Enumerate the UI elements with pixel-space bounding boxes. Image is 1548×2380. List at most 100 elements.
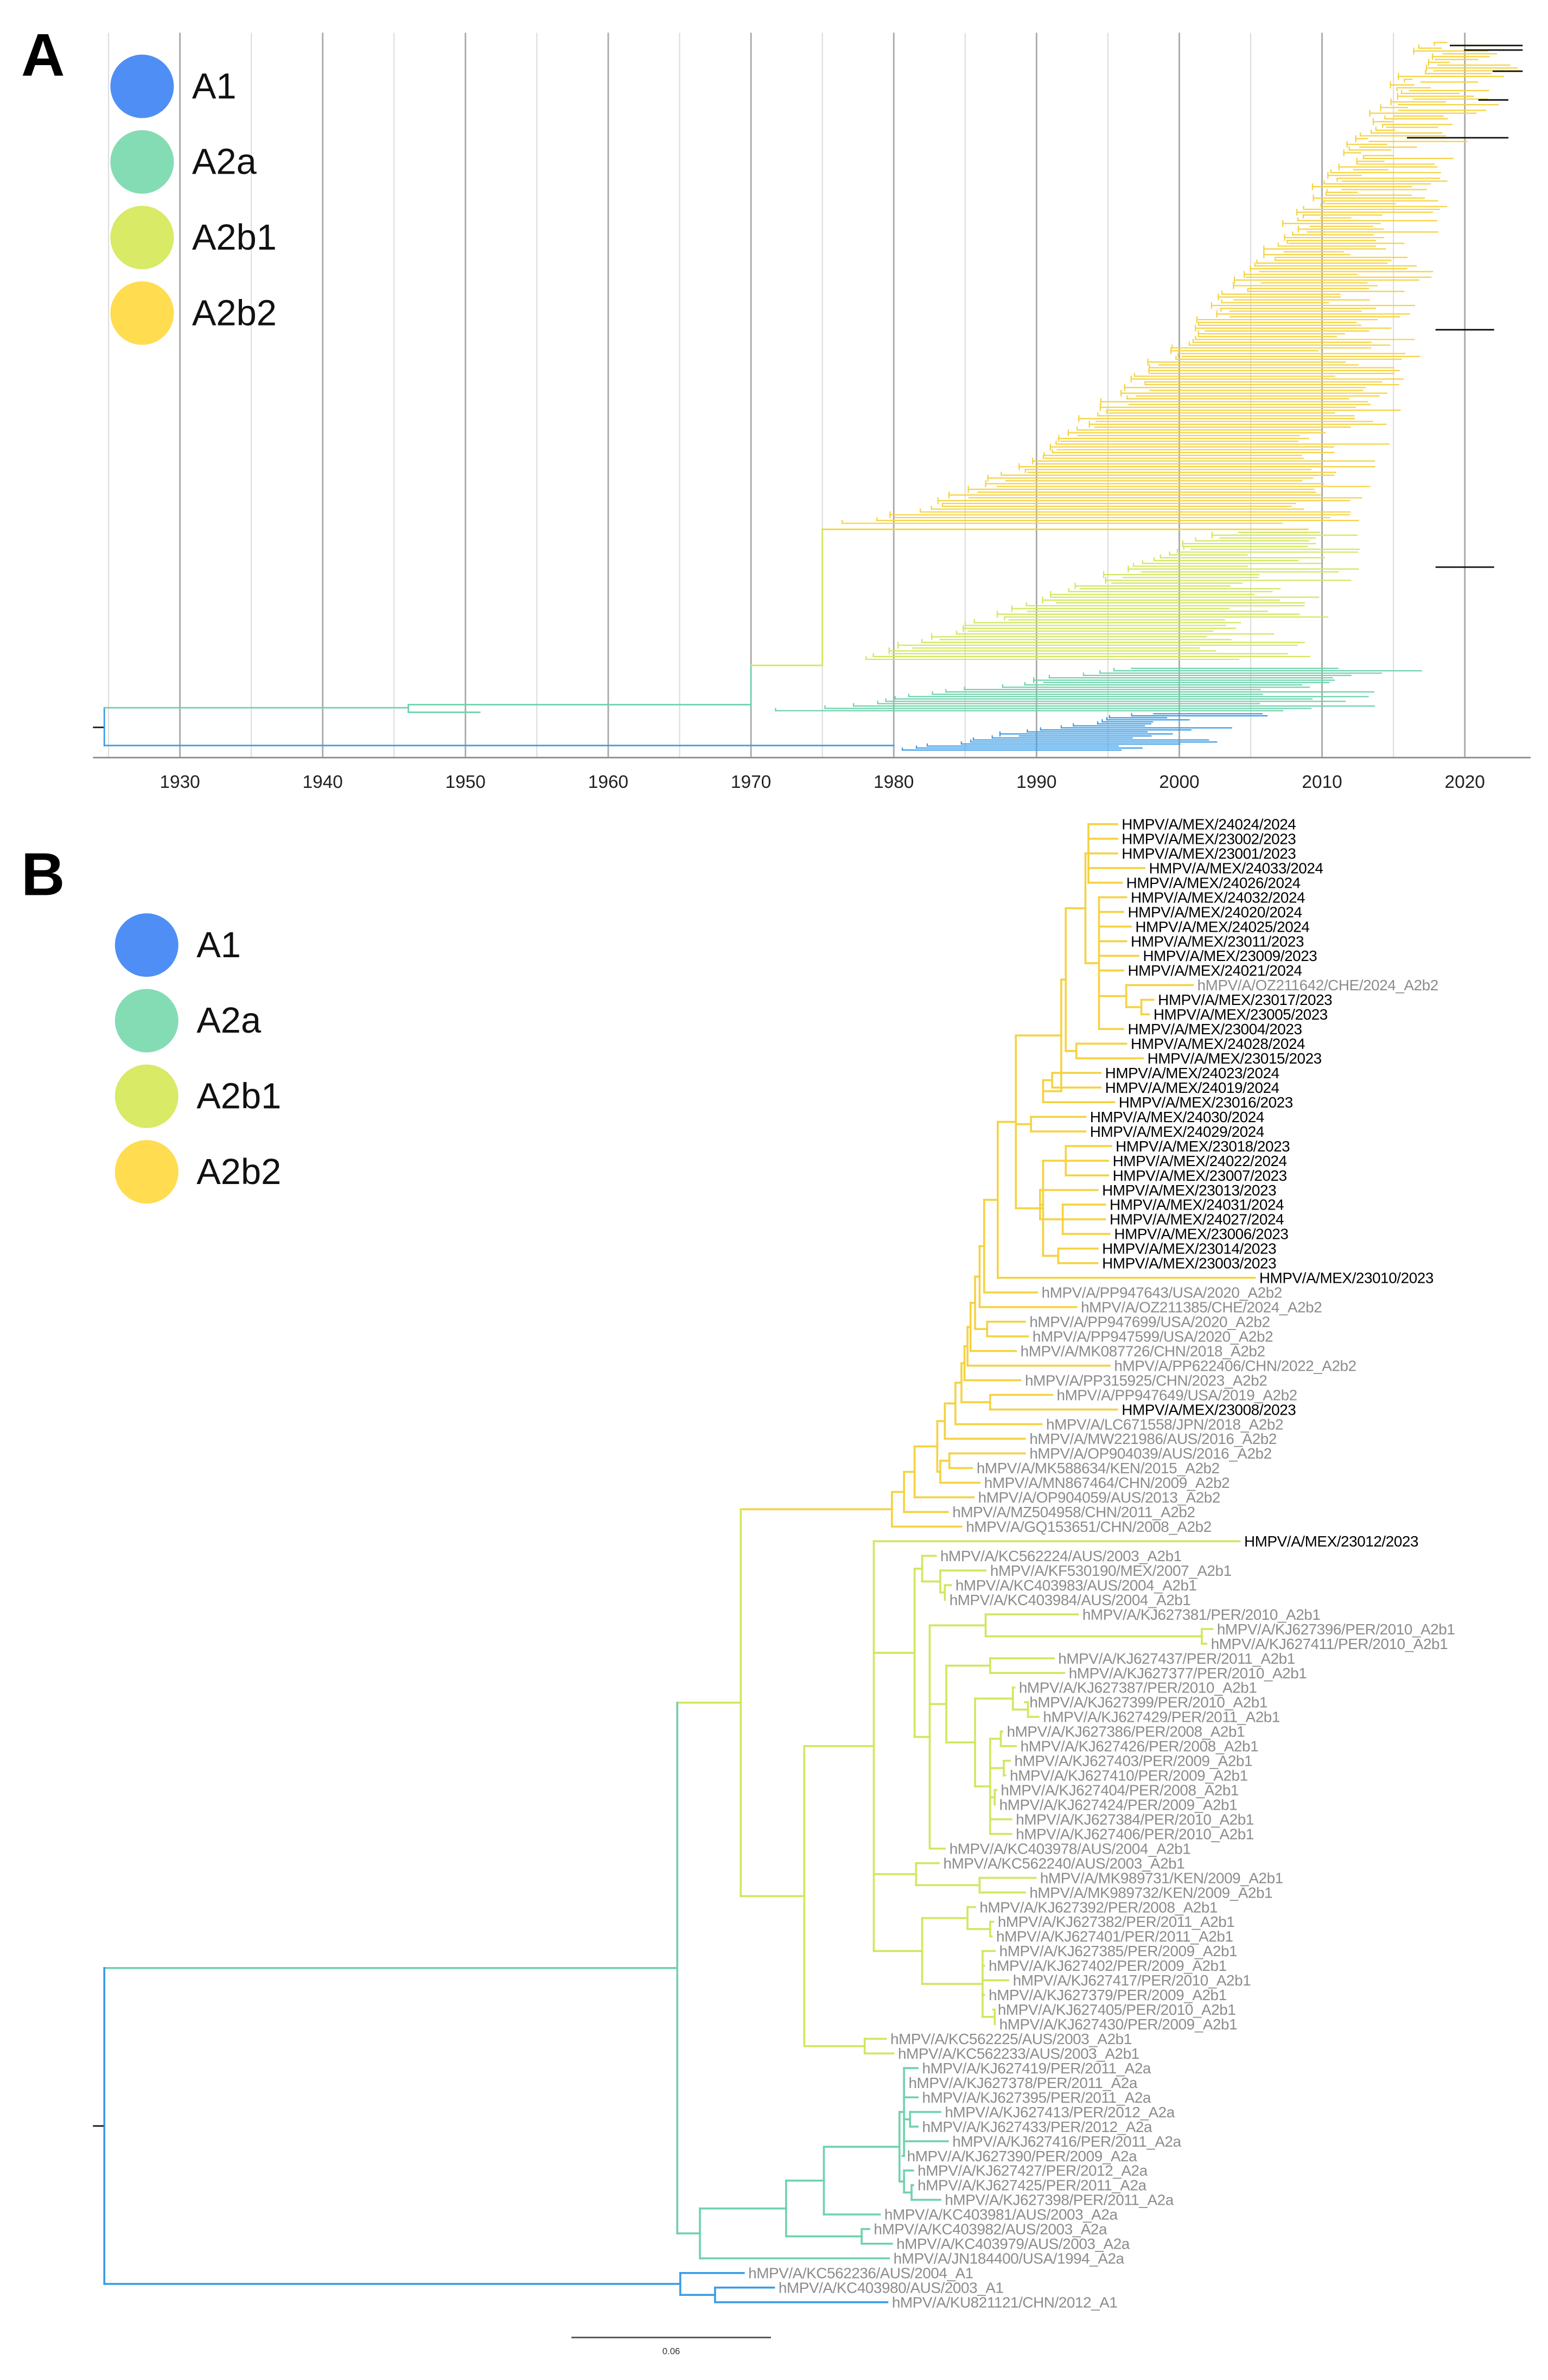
reference-sequence-label: hMPV/A/KJ627425/PER/2011_A2a xyxy=(918,2177,1146,2194)
reference-sequence-label: hMPV/A/KJ627377/PER/2010_A2b1 xyxy=(1069,1665,1307,1682)
reference-sequence-label: hMPV/A/PP947649/USA/2019_A2b2 xyxy=(1057,1386,1297,1403)
reference-sequence-label: hMPV/A/KF530190/MEX/2007_A2b1 xyxy=(990,1562,1232,1579)
scale-bar-label: 0.06 xyxy=(662,2346,680,2356)
reference-sequence-label: hMPV/A/KJ627430/PER/2009_A2b1 xyxy=(999,2016,1238,2033)
reference-sequence-label: hMPV/A/PP947699/USA/2020_A2b2 xyxy=(1029,1313,1270,1330)
axis-tick-label: 2020 xyxy=(1445,772,1485,792)
reference-sequence-label: hMPV/A/OZ211385/CHE/2024_A2b2 xyxy=(1081,1299,1322,1316)
reference-sequence-label: hMPV/A/KC562240/AUS/2003_A2b1 xyxy=(944,1855,1185,1872)
query-sequence-label: HMPV/A/MEX/23003/2023 xyxy=(1102,1255,1276,1272)
query-sequence-label: HMPV/A/MEX/23017/2023 xyxy=(1158,991,1332,1008)
query-sequence-label: HMPV/A/MEX/23015/2023 xyxy=(1148,1050,1322,1067)
query-sequence-label: HMPV/A/MEX/23008/2023 xyxy=(1122,1401,1296,1418)
reference-sequence-label: hMPV/A/KJ627411/PER/2010_A2b1 xyxy=(1211,1636,1448,1652)
reference-sequence-label: hMPV/A/KJ627385/PER/2009_A2b1 xyxy=(999,1943,1238,1959)
scale-bar: 0.06 xyxy=(571,2337,771,2356)
reference-sequence-label: hMPV/A/GQ153651/CHN/2008_A2b2 xyxy=(966,1518,1212,1535)
reference-sequence-label: hMPV/A/MW221986/AUS/2016_A2b2 xyxy=(1029,1430,1277,1447)
reference-sequence-label: hMPV/A/MK588634/KEN/2015_A2b2 xyxy=(977,1460,1220,1477)
panel-a-letter: A xyxy=(21,21,65,89)
legend-swatch-a1 xyxy=(114,913,179,977)
query-sequence-label: HMPV/A/MEX/23006/2023 xyxy=(1114,1226,1288,1243)
query-sequence-label: HMPV/A/MEX/23012/2023 xyxy=(1244,1533,1418,1550)
query-sequence-label: HMPV/A/MEX/23005/2023 xyxy=(1154,1006,1328,1023)
reference-sequence-label: hMPV/A/KJ627419/PER/2011_A2a xyxy=(922,2060,1151,2077)
reference-sequence-label: hMPV/A/KC403984/AUS/2004_A2b1 xyxy=(950,1592,1191,1608)
reference-sequence-label: hMPV/A/KJ627424/PER/2009_A2b1 xyxy=(999,1796,1238,1813)
reference-sequence-label: hMPV/A/MZ504958/CHN/2011_A2b2 xyxy=(952,1504,1195,1520)
query-sequence-label: HMPV/A/MEX/23011/2023 xyxy=(1131,933,1304,950)
query-sequence-label: HMPV/A/MEX/24021/2024 xyxy=(1127,962,1302,979)
query-sequence-label: HMPV/A/MEX/24025/2024 xyxy=(1135,918,1309,935)
query-sequence-label: HMPV/A/MEX/23016/2023 xyxy=(1119,1094,1293,1111)
reference-sequence-label: hMPV/A/KJ627396/PER/2010_A2b1 xyxy=(1217,1621,1455,1638)
reference-sequence-label: hMPV/A/KC403980/AUS/2003_A1 xyxy=(779,2279,1004,2296)
reference-sequence-label: hMPV/A/KJ627398/PER/2011_A2a xyxy=(945,2192,1174,2209)
query-sequence-label: HMPV/A/MEX/23004/2023 xyxy=(1127,1021,1302,1038)
reference-sequence-label: hMPV/A/JN184400/USA/1994_A2a xyxy=(894,2250,1125,2267)
reference-sequence-label: hMPV/A/KJ627387/PER/2010_A2b1 xyxy=(1019,1679,1257,1696)
reference-sequence-label: hMPV/A/KJ627405/PER/2010_A2b1 xyxy=(998,2001,1236,2018)
reference-sequence-label: hMPV/A/KJ627381/PER/2010_A2b1 xyxy=(1082,1606,1321,1623)
reference-sequence-label: hMPV/A/PP947599/USA/2020_A2b2 xyxy=(1033,1328,1273,1345)
legend-swatch-a1 xyxy=(110,54,174,118)
reference-sequence-label: hMPV/A/KU821121/CHN/2012_A1 xyxy=(892,2294,1118,2311)
axis-tick-label: 1970 xyxy=(731,772,771,792)
reference-sequence-label: hMPV/A/KC403979/AUS/2003_A2a xyxy=(896,2236,1130,2252)
reference-sequence-label: hMPV/A/KC562224/AUS/2003_A2b1 xyxy=(940,1548,1182,1564)
axis-tick-label: 2000 xyxy=(1159,772,1199,792)
axis-tick-label: 1930 xyxy=(160,772,200,792)
legend-swatch-a2a xyxy=(114,989,179,1053)
reference-sequence-label: hMPV/A/MK087726/CHN/2018_A2b2 xyxy=(1021,1342,1265,1359)
reference-sequence-label: hMPV/A/KJ627402/PER/2009_A2b1 xyxy=(989,1957,1227,1974)
reference-sequence-label: hMPV/A/KJ627382/PER/2011_A2b1 xyxy=(998,1913,1235,1930)
reference-sequence-label: hMPV/A/KJ627395/PER/2011_A2a xyxy=(922,2089,1151,2106)
legend-swatch-a2b2 xyxy=(114,1140,179,1204)
reference-sequence-label: hMPV/A/KJ627416/PER/2011_A2a xyxy=(952,2133,1181,2150)
query-sequence-label: HMPV/A/MEX/24024/2024 xyxy=(1122,816,1296,833)
axis-tick-label: 1990 xyxy=(1016,772,1056,792)
legend-swatch-a2b2 xyxy=(110,281,174,345)
query-sequence-label: HMPV/A/MEX/24032/2024 xyxy=(1131,889,1305,906)
reference-sequence-label: hMPV/A/KJ627413/PER/2012_A2a xyxy=(945,2104,1175,2121)
query-sequence-label: HMPV/A/MEX/24033/2024 xyxy=(1149,860,1323,876)
panel-a-legend: A1 A2a A2b1 A2b2 xyxy=(110,54,277,345)
legend-label-a2b2: A2b2 xyxy=(196,1151,281,1192)
query-sequence-label: HMPV/A/MEX/24027/2024 xyxy=(1110,1211,1284,1228)
reference-sequence-label: hMPV/A/OP904059/AUS/2013_A2b2 xyxy=(978,1489,1220,1506)
reference-sequence-label: hMPV/A/KC562233/AUS/2003_A2b1 xyxy=(898,2045,1139,2062)
query-sequence-label: HMPV/A/MEX/24026/2024 xyxy=(1126,874,1301,891)
reference-sequence-label: hMPV/A/KJ627403/PER/2009_A2b1 xyxy=(1014,1753,1252,1770)
query-sequence-label: HMPV/A/MEX/23007/2023 xyxy=(1113,1167,1287,1184)
query-sequence-label: HMPV/A/MEX/23001/2023 xyxy=(1122,845,1296,862)
panel-a-time-tree: A 1930 1940 1950 1960 1970 1980 1990 2000 2010 20… xyxy=(21,21,1531,792)
query-sequence-label: HMPV/A/MEX/23018/2023 xyxy=(1116,1138,1290,1155)
legend-label-a2a: A2a xyxy=(192,142,257,182)
query-sequence-label: HMPV/A/MEX/24023/2024 xyxy=(1105,1065,1279,1081)
legend-swatch-a2b1 xyxy=(110,206,174,270)
query-sequence-label: HMPV/A/MEX/23014/2023 xyxy=(1102,1240,1276,1257)
reference-sequence-label: hMPV/A/KJ627427/PER/2012_A2a xyxy=(918,2162,1148,2179)
reference-sequence-label: hMPV/A/KJ627429/PER/2011_A2b1 xyxy=(1043,1709,1280,1726)
reference-sequence-label: hMPV/A/KJ627392/PER/2008_A2b1 xyxy=(979,1899,1218,1916)
query-sequence-label: HMPV/A/MEX/24030/2024 xyxy=(1090,1109,1264,1125)
reference-sequence-label: hMPV/A/KJ627386/PER/2008_A2b1 xyxy=(1007,1723,1245,1740)
legend-swatch-a2a xyxy=(110,130,174,194)
reference-sequence-label: hMPV/A/KC562225/AUS/2003_A2b1 xyxy=(890,2031,1132,2047)
reference-sequence-label: hMPV/A/PP622406/CHN/2022_A2b2 xyxy=(1114,1357,1356,1374)
reference-sequence-label: hMPV/A/PP315925/CHN/2023_A2b2 xyxy=(1025,1372,1267,1389)
reference-sequence-label: hMPV/A/MN867464/CHN/2009_A2b2 xyxy=(984,1474,1230,1491)
legend-label-a1: A1 xyxy=(192,66,237,106)
query-sequence-label: HMPV/A/MEX/24022/2024 xyxy=(1113,1153,1287,1169)
query-sequence-label: HMPV/A/MEX/24029/2024 xyxy=(1090,1123,1264,1140)
reference-sequence-label: hMPV/A/KJ627378/PER/2011_A2a xyxy=(908,2074,1137,2091)
reference-sequence-label: hMPV/A/MK989731/KEN/2009_A2b1 xyxy=(1040,1869,1283,1886)
reference-sequence-label: hMPV/A/KJ627401/PER/2011_A2b1 xyxy=(996,1928,1233,1945)
query-sequence-label: HMPV/A/MEX/23013/2023 xyxy=(1102,1182,1276,1199)
reference-sequence-label: hMPV/A/KJ627406/PER/2010_A2b1 xyxy=(1016,1825,1254,1842)
query-sequence-label: HMPV/A/MEX/23009/2023 xyxy=(1143,947,1317,964)
reference-sequence-label: hMPV/A/KC403982/AUS/2003_A2a xyxy=(874,2221,1107,2238)
query-sequence-label: HMPV/A/MEX/24019/2024 xyxy=(1105,1079,1279,1096)
